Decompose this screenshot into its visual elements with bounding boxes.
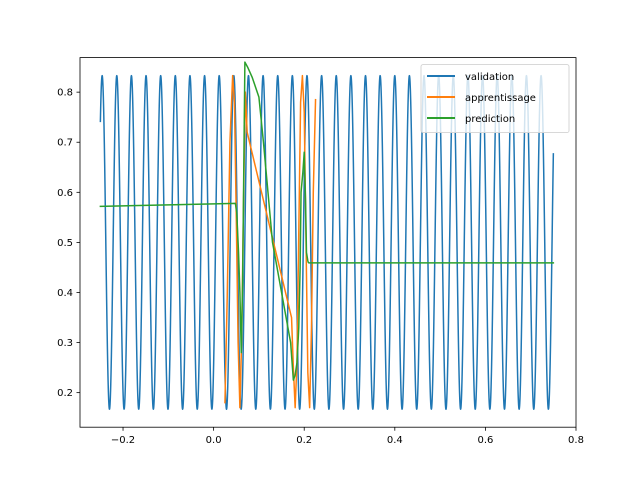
x-axis: −0.2 0.0 0.2 0.4 0.6 0.8 bbox=[111, 427, 584, 446]
x-tick-label: −0.2 bbox=[111, 435, 135, 446]
legend: validation apprentissage prediction bbox=[420, 64, 570, 133]
y-tick-label: 0.2 bbox=[57, 388, 73, 399]
y-axis: 0.2 0.3 0.4 0.5 0.6 0.7 0.8 bbox=[57, 88, 80, 399]
y-tick-label: 0.6 bbox=[57, 188, 73, 199]
legend-frame bbox=[420, 64, 570, 133]
x-tick-label: 0.6 bbox=[477, 435, 493, 446]
x-tick-label: 0.8 bbox=[568, 435, 584, 446]
y-tick-label: 0.8 bbox=[57, 88, 73, 99]
y-tick-label: 0.7 bbox=[57, 138, 73, 149]
y-tick-label: 0.5 bbox=[57, 238, 73, 249]
series-layer bbox=[99, 61, 555, 410]
legend-label-apprentissage: apprentissage bbox=[465, 93, 536, 104]
series-line-apprentissage bbox=[224, 74, 317, 409]
x-tick-label: 0.4 bbox=[387, 435, 403, 446]
x-tick-label: 0.0 bbox=[206, 435, 222, 446]
x-tick-label: 0.2 bbox=[296, 435, 312, 446]
series-line-validation bbox=[99, 74, 555, 410]
series-line-prediction bbox=[99, 61, 555, 381]
y-tick-label: 0.4 bbox=[57, 288, 73, 299]
legend-label-validation: validation bbox=[465, 72, 514, 83]
legend-label-prediction: prediction bbox=[465, 114, 515, 125]
y-tick-label: 0.3 bbox=[57, 338, 73, 349]
